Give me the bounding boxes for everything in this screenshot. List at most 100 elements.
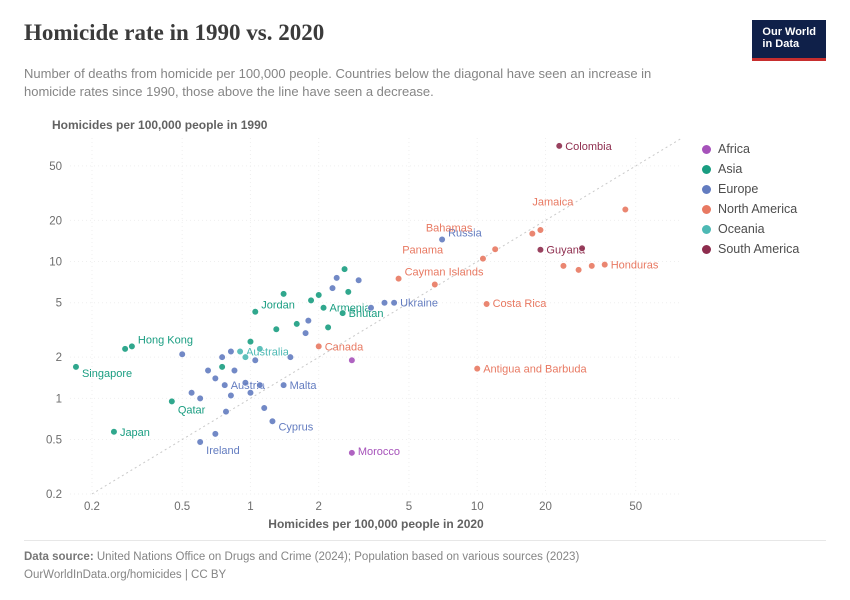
data-point[interactable]: [228, 349, 235, 356]
data-point[interactable]: [280, 382, 287, 389]
data-point[interactable]: [223, 409, 230, 416]
legend-item[interactable]: Europe: [702, 182, 814, 196]
legend-label: Asia: [718, 162, 742, 176]
data-point[interactable]: [73, 364, 80, 371]
legend-item[interactable]: North America: [702, 202, 814, 216]
point-label: Qatar: [178, 405, 206, 417]
y-tick-label: 10: [49, 257, 62, 269]
data-point[interactable]: [252, 309, 259, 316]
data-point[interactable]: [305, 318, 312, 325]
data-point[interactable]: [560, 263, 567, 270]
data-point[interactable]: [257, 382, 264, 389]
data-point[interactable]: [302, 330, 309, 337]
x-axis-title: Homicides per 100,000 people in 2020: [268, 517, 484, 531]
data-point[interactable]: [308, 297, 315, 304]
data-point[interactable]: [242, 354, 249, 361]
data-point[interactable]: [395, 276, 402, 283]
data-point[interactable]: [293, 321, 300, 328]
legend-item[interactable]: Oceania: [702, 222, 814, 236]
y-tick-label: 2: [56, 352, 62, 364]
legend-swatch: [702, 145, 711, 154]
data-point[interactable]: [492, 246, 499, 253]
data-point[interactable]: [439, 236, 446, 243]
data-point[interactable]: [480, 256, 487, 263]
subtitle: Number of deaths from homicide per 100,0…: [24, 65, 664, 100]
data-point[interactable]: [179, 351, 186, 358]
data-point[interactable]: [212, 375, 219, 382]
data-point[interactable]: [474, 366, 481, 373]
data-point[interactable]: [237, 349, 244, 356]
legend-label: South America: [718, 242, 799, 256]
data-point[interactable]: [257, 346, 264, 353]
data-point[interactable]: [315, 343, 322, 350]
data-point[interactable]: [269, 418, 276, 425]
data-point[interactable]: [242, 380, 249, 387]
data-point[interactable]: [129, 343, 136, 350]
data-point[interactable]: [197, 439, 204, 446]
point-label: Cyprus: [278, 422, 313, 434]
data-point[interactable]: [537, 247, 544, 254]
data-point[interactable]: [483, 301, 490, 308]
data-point[interactable]: [280, 291, 287, 298]
data-point[interactable]: [219, 364, 226, 371]
data-point[interactable]: [431, 281, 438, 288]
source-label: Data source:: [24, 551, 94, 563]
legend-item[interactable]: Asia: [702, 162, 814, 176]
data-point[interactable]: [349, 357, 356, 364]
y-tick-label: 20: [49, 216, 62, 228]
legend: Africa Asia Europe North America Oceania Sout…: [694, 134, 814, 534]
y-tick-label: 5: [56, 298, 62, 310]
data-point[interactable]: [537, 227, 544, 234]
data-point[interactable]: [205, 367, 212, 374]
data-point[interactable]: [579, 245, 586, 252]
point-label: Antigua and Barbuda: [483, 364, 587, 376]
data-point[interactable]: [247, 339, 254, 346]
x-tick-label: 5: [406, 501, 412, 513]
data-point[interactable]: [339, 310, 346, 317]
data-point[interactable]: [345, 289, 352, 296]
data-point[interactable]: [122, 346, 129, 353]
data-point[interactable]: [368, 305, 375, 312]
data-point[interactable]: [529, 231, 536, 238]
data-point[interactable]: [252, 357, 259, 364]
data-point[interactable]: [329, 285, 336, 292]
legend-item[interactable]: Africa: [702, 142, 814, 156]
legend-item[interactable]: South America: [702, 242, 814, 256]
data-point[interactable]: [325, 324, 332, 331]
data-point[interactable]: [247, 390, 254, 397]
data-point[interactable]: [188, 390, 195, 397]
data-point[interactable]: [197, 395, 204, 402]
data-point[interactable]: [273, 326, 280, 333]
data-point[interactable]: [169, 398, 176, 405]
legend-swatch: [702, 165, 711, 174]
data-point[interactable]: [261, 405, 268, 412]
data-point[interactable]: [622, 207, 629, 214]
x-tick-label: 1: [247, 501, 253, 513]
data-point[interactable]: [601, 262, 608, 269]
data-point[interactable]: [219, 354, 226, 361]
license-line: OurWorldInData.org/homicides | CC BY: [24, 569, 226, 581]
page-title: Homicide rate in 1990 vs. 2020: [24, 20, 324, 46]
data-point[interactable]: [111, 429, 118, 436]
data-point[interactable]: [556, 143, 563, 150]
data-point[interactable]: [320, 305, 327, 312]
data-point[interactable]: [391, 300, 398, 307]
point-label: Hong Kong: [138, 335, 193, 347]
data-point[interactable]: [221, 382, 228, 389]
data-point[interactable]: [333, 275, 340, 282]
data-point[interactable]: [349, 450, 356, 457]
data-point[interactable]: [231, 367, 238, 374]
data-point[interactable]: [315, 292, 322, 299]
point-label: Costa Rica: [493, 298, 548, 310]
data-point[interactable]: [355, 277, 362, 284]
data-point[interactable]: [381, 300, 388, 307]
data-point[interactable]: [212, 431, 219, 438]
point-label: Malta: [290, 380, 318, 392]
data-point[interactable]: [588, 263, 595, 270]
point-label: Honduras: [611, 260, 659, 272]
data-point[interactable]: [575, 267, 582, 274]
point-label: Singapore: [82, 368, 132, 380]
data-point[interactable]: [228, 392, 235, 399]
data-point[interactable]: [341, 266, 348, 273]
data-point[interactable]: [287, 354, 294, 361]
